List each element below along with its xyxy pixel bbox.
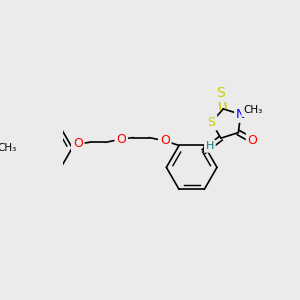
Text: S: S [217, 86, 225, 100]
Text: CH₃: CH₃ [243, 106, 262, 116]
Text: O: O [248, 134, 257, 147]
Text: N: N [236, 108, 245, 121]
Text: O: O [116, 133, 126, 146]
Text: S: S [207, 116, 215, 129]
Text: CH₃: CH₃ [0, 143, 17, 153]
Text: O: O [160, 134, 170, 147]
Text: H: H [206, 141, 214, 151]
Text: O: O [73, 137, 83, 150]
